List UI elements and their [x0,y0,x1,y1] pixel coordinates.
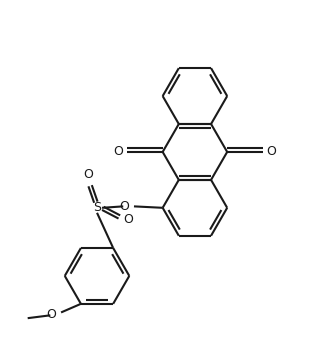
Text: S: S [93,201,101,214]
Text: O: O [83,168,93,181]
Text: O: O [114,145,123,159]
Text: O: O [266,145,276,159]
Text: O: O [46,308,56,321]
Text: O: O [123,213,133,226]
Text: O: O [119,200,129,213]
